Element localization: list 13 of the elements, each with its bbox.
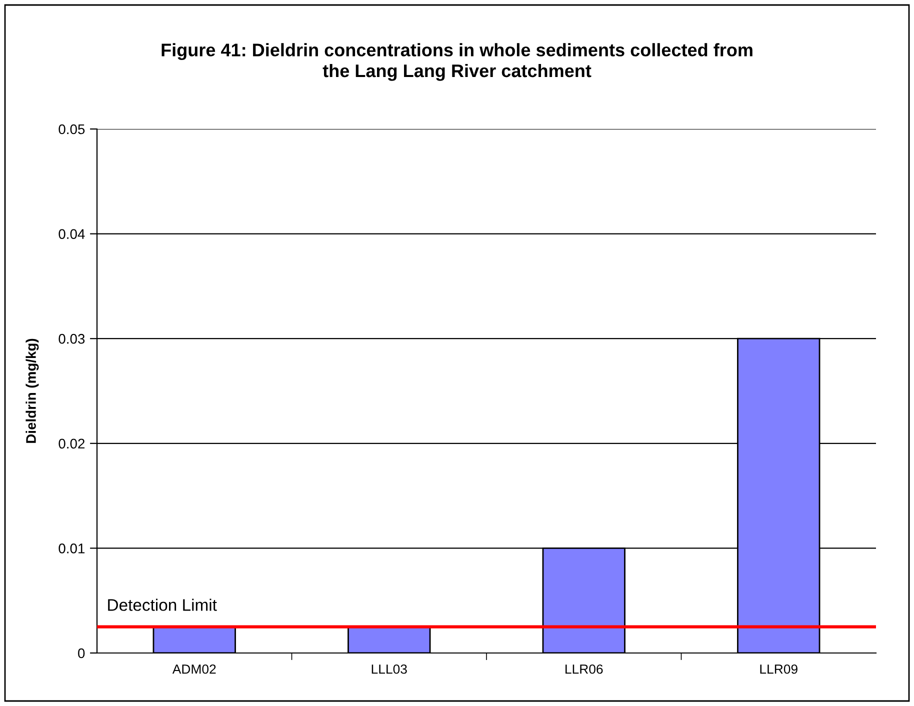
x-tick-label: ADM02 xyxy=(172,664,216,674)
y-tick-label: 0.04 xyxy=(58,229,85,239)
x-tick-label: LLR06 xyxy=(566,664,603,674)
y-tick-label: 0.03 xyxy=(58,334,85,344)
y-tick-label: 0.05 xyxy=(58,124,85,134)
y-axis-title: Dieldrin (mg/kg) xyxy=(26,338,39,443)
chart-title: Figure 41: Dieldrin concentrations in whole sediments collected from the Lang Lang River catchment xyxy=(162,43,752,81)
x-tick-label: LLR09 xyxy=(760,664,798,674)
y-tick-label: 0.01 xyxy=(58,544,85,554)
ref-line-label: Detection Limit xyxy=(108,598,217,611)
x-tick-label: LLL03 xyxy=(372,664,407,674)
y-tick-label: 0.02 xyxy=(58,438,84,449)
y-tick-label: 0 xyxy=(78,648,85,658)
